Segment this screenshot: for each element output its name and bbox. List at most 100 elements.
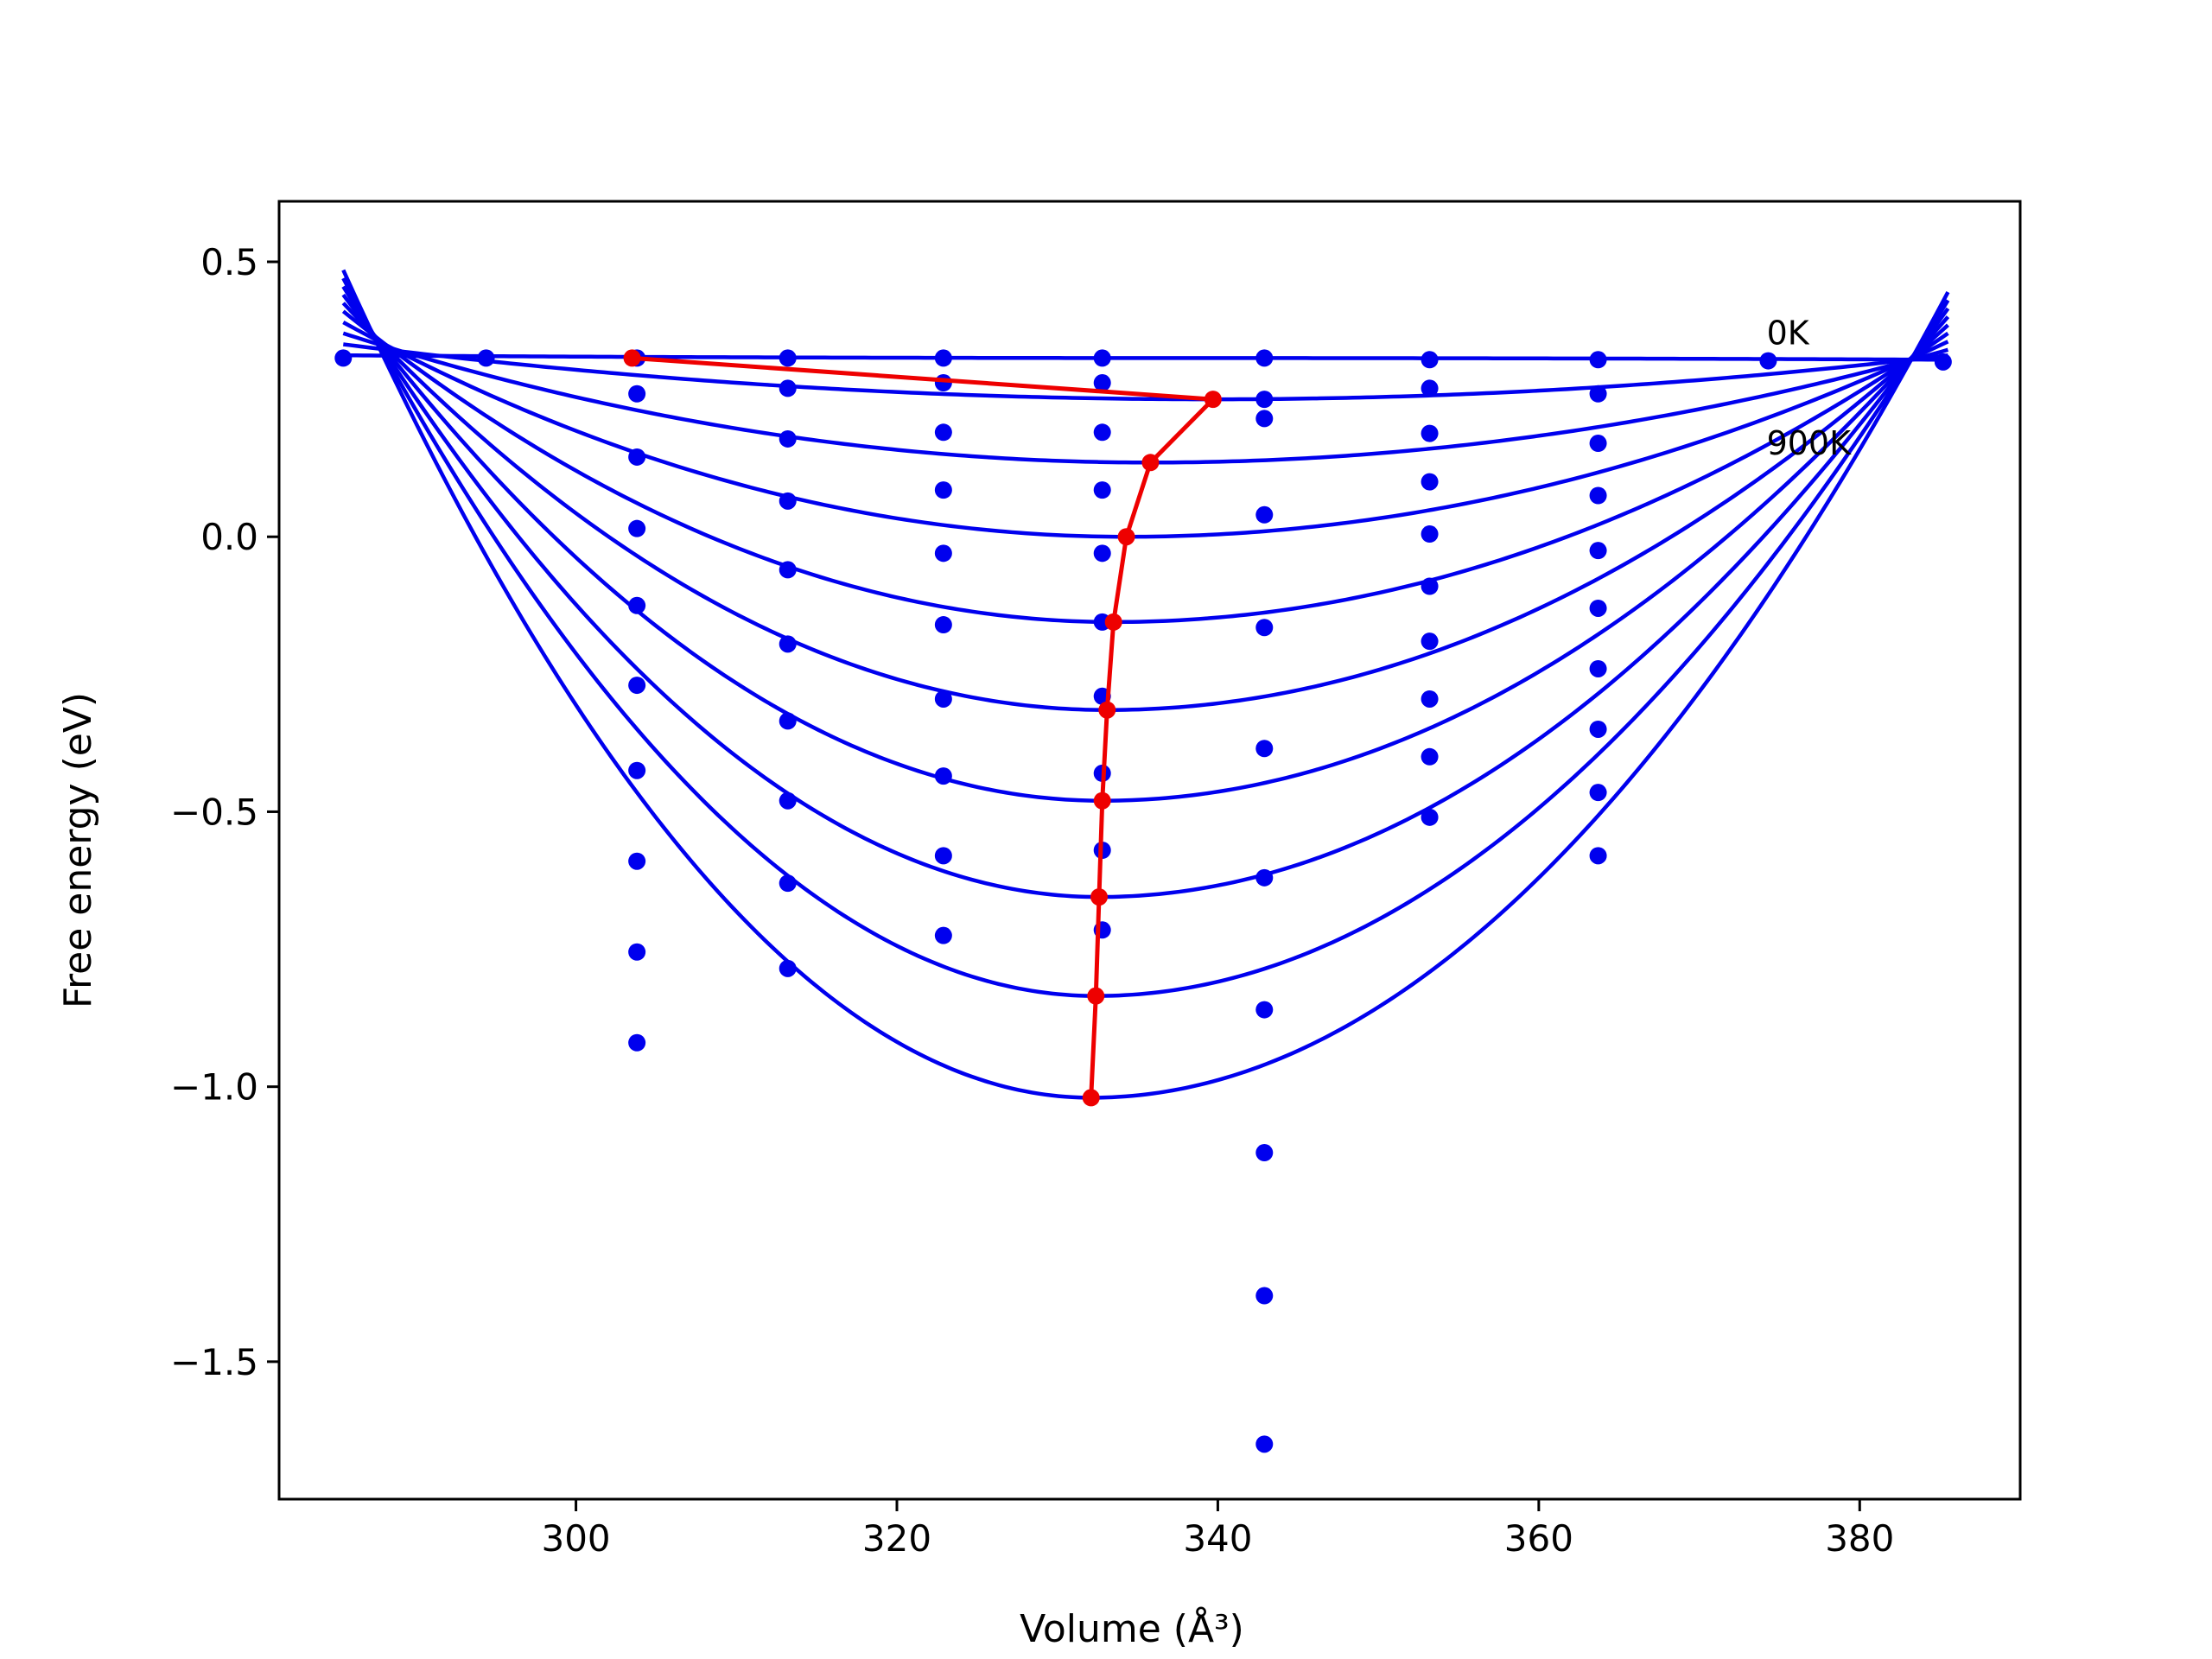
- data-point: [1255, 391, 1274, 409]
- data-point: [1093, 423, 1111, 442]
- data-point: [1589, 599, 1607, 617]
- data-point: [934, 767, 952, 785]
- data-point: [628, 943, 646, 961]
- data-point: [779, 791, 797, 810]
- data-point: [934, 690, 952, 708]
- plot-frame: [277, 200, 2022, 1501]
- data-point: [1589, 385, 1607, 403]
- y-tick-label: 0.0: [200, 516, 258, 558]
- data-point: [628, 519, 646, 537]
- data-point: [1421, 379, 1439, 397]
- data-point: [1421, 351, 1439, 369]
- data-point: [1421, 473, 1439, 491]
- data-point: [779, 959, 797, 977]
- x-axis-label: Volume (Å³): [1020, 1605, 1244, 1651]
- fit-curve: [341, 302, 1949, 712]
- data-point: [628, 596, 646, 614]
- data-point: [1589, 847, 1607, 865]
- fit-curve: [341, 309, 1949, 625]
- data-point: [1255, 1144, 1274, 1162]
- data-point: [1421, 424, 1439, 442]
- minimum-point: [1087, 987, 1105, 1005]
- data-point: [1255, 619, 1274, 637]
- fit-curve: [341, 269, 1950, 1100]
- data-point: [1255, 505, 1274, 524]
- data-point: [628, 677, 646, 695]
- data-point: [1255, 349, 1274, 367]
- y-tick-label: −1.5: [170, 1341, 258, 1383]
- data-point: [1421, 690, 1439, 708]
- fit-curve: [341, 293, 1950, 803]
- minimum-point: [1082, 1089, 1100, 1107]
- data-point: [934, 926, 952, 944]
- data-point: [779, 492, 797, 510]
- y-axis-label: Free energy (eV): [56, 692, 100, 1008]
- data-point: [779, 712, 797, 730]
- data-point: [1421, 632, 1439, 651]
- data-point: [1255, 1435, 1274, 1453]
- data-point: [477, 349, 495, 367]
- data-point: [934, 847, 952, 865]
- fit-curve: [341, 277, 1950, 998]
- data-point: [628, 761, 646, 779]
- x-tick-label: 300: [541, 1517, 610, 1560]
- data-point: [628, 1033, 646, 1052]
- data-point: [628, 448, 646, 466]
- minimum-point: [1090, 888, 1108, 906]
- data-point: [1421, 577, 1439, 595]
- temperature-label: 0K: [1767, 315, 1810, 353]
- data-point: [1255, 1001, 1274, 1019]
- data-point: [779, 874, 797, 893]
- minimum-point: [1117, 528, 1135, 546]
- data-point: [1934, 353, 1952, 371]
- minimum-point: [1093, 791, 1111, 810]
- data-point: [1093, 374, 1111, 392]
- data-point: [1255, 868, 1274, 887]
- data-point: [1759, 352, 1777, 370]
- data-point: [1589, 720, 1607, 738]
- fit-curve: [342, 321, 1949, 539]
- minimum-point: [1098, 701, 1116, 719]
- data-point: [1255, 1287, 1274, 1305]
- point-group: [334, 349, 1952, 1453]
- data-point: [334, 349, 353, 367]
- data-point: [934, 423, 952, 442]
- data-point: [779, 635, 797, 653]
- minimum-point: [623, 349, 641, 367]
- data-point: [1255, 410, 1274, 428]
- data-point: [934, 481, 952, 499]
- data-point: [1421, 525, 1439, 543]
- data-point: [1093, 349, 1111, 367]
- x-axis-ticks: 300 320 340 360 380: [541, 1499, 1894, 1560]
- data-point: [628, 852, 646, 870]
- x-tick-label: 320: [862, 1517, 931, 1560]
- x-tick-label: 380: [1825, 1517, 1894, 1560]
- data-point: [779, 349, 797, 367]
- data-point: [779, 429, 797, 448]
- data-point: [934, 544, 952, 563]
- data-point: [934, 374, 952, 392]
- minima-line: [632, 355, 1218, 1098]
- y-tick-label: 0.5: [200, 241, 258, 283]
- y-axis-ticks: 0.5 0.0 −0.5 −1.0 −1.5: [170, 241, 279, 1383]
- y-tick-label: −0.5: [170, 791, 258, 833]
- data-point: [1589, 784, 1607, 802]
- x-tick-label: 340: [1183, 1517, 1252, 1560]
- data-point: [1589, 659, 1607, 677]
- data-point: [1421, 808, 1439, 826]
- fit-curve: [343, 353, 1948, 362]
- minima-group: [623, 349, 1222, 1107]
- y-tick-label: −1.0: [170, 1066, 258, 1109]
- fit-curve: [341, 285, 1950, 899]
- minimum-point: [1141, 454, 1160, 472]
- data-point: [1589, 486, 1607, 505]
- temperature-label: 900K: [1767, 424, 1853, 462]
- data-point: [1255, 740, 1274, 758]
- x-tick-label: 360: [1504, 1517, 1573, 1560]
- data-point: [779, 561, 797, 579]
- data-point: [628, 385, 646, 403]
- data-point: [934, 616, 952, 634]
- fit-curve: [343, 342, 1948, 402]
- minimum-point: [1204, 391, 1222, 409]
